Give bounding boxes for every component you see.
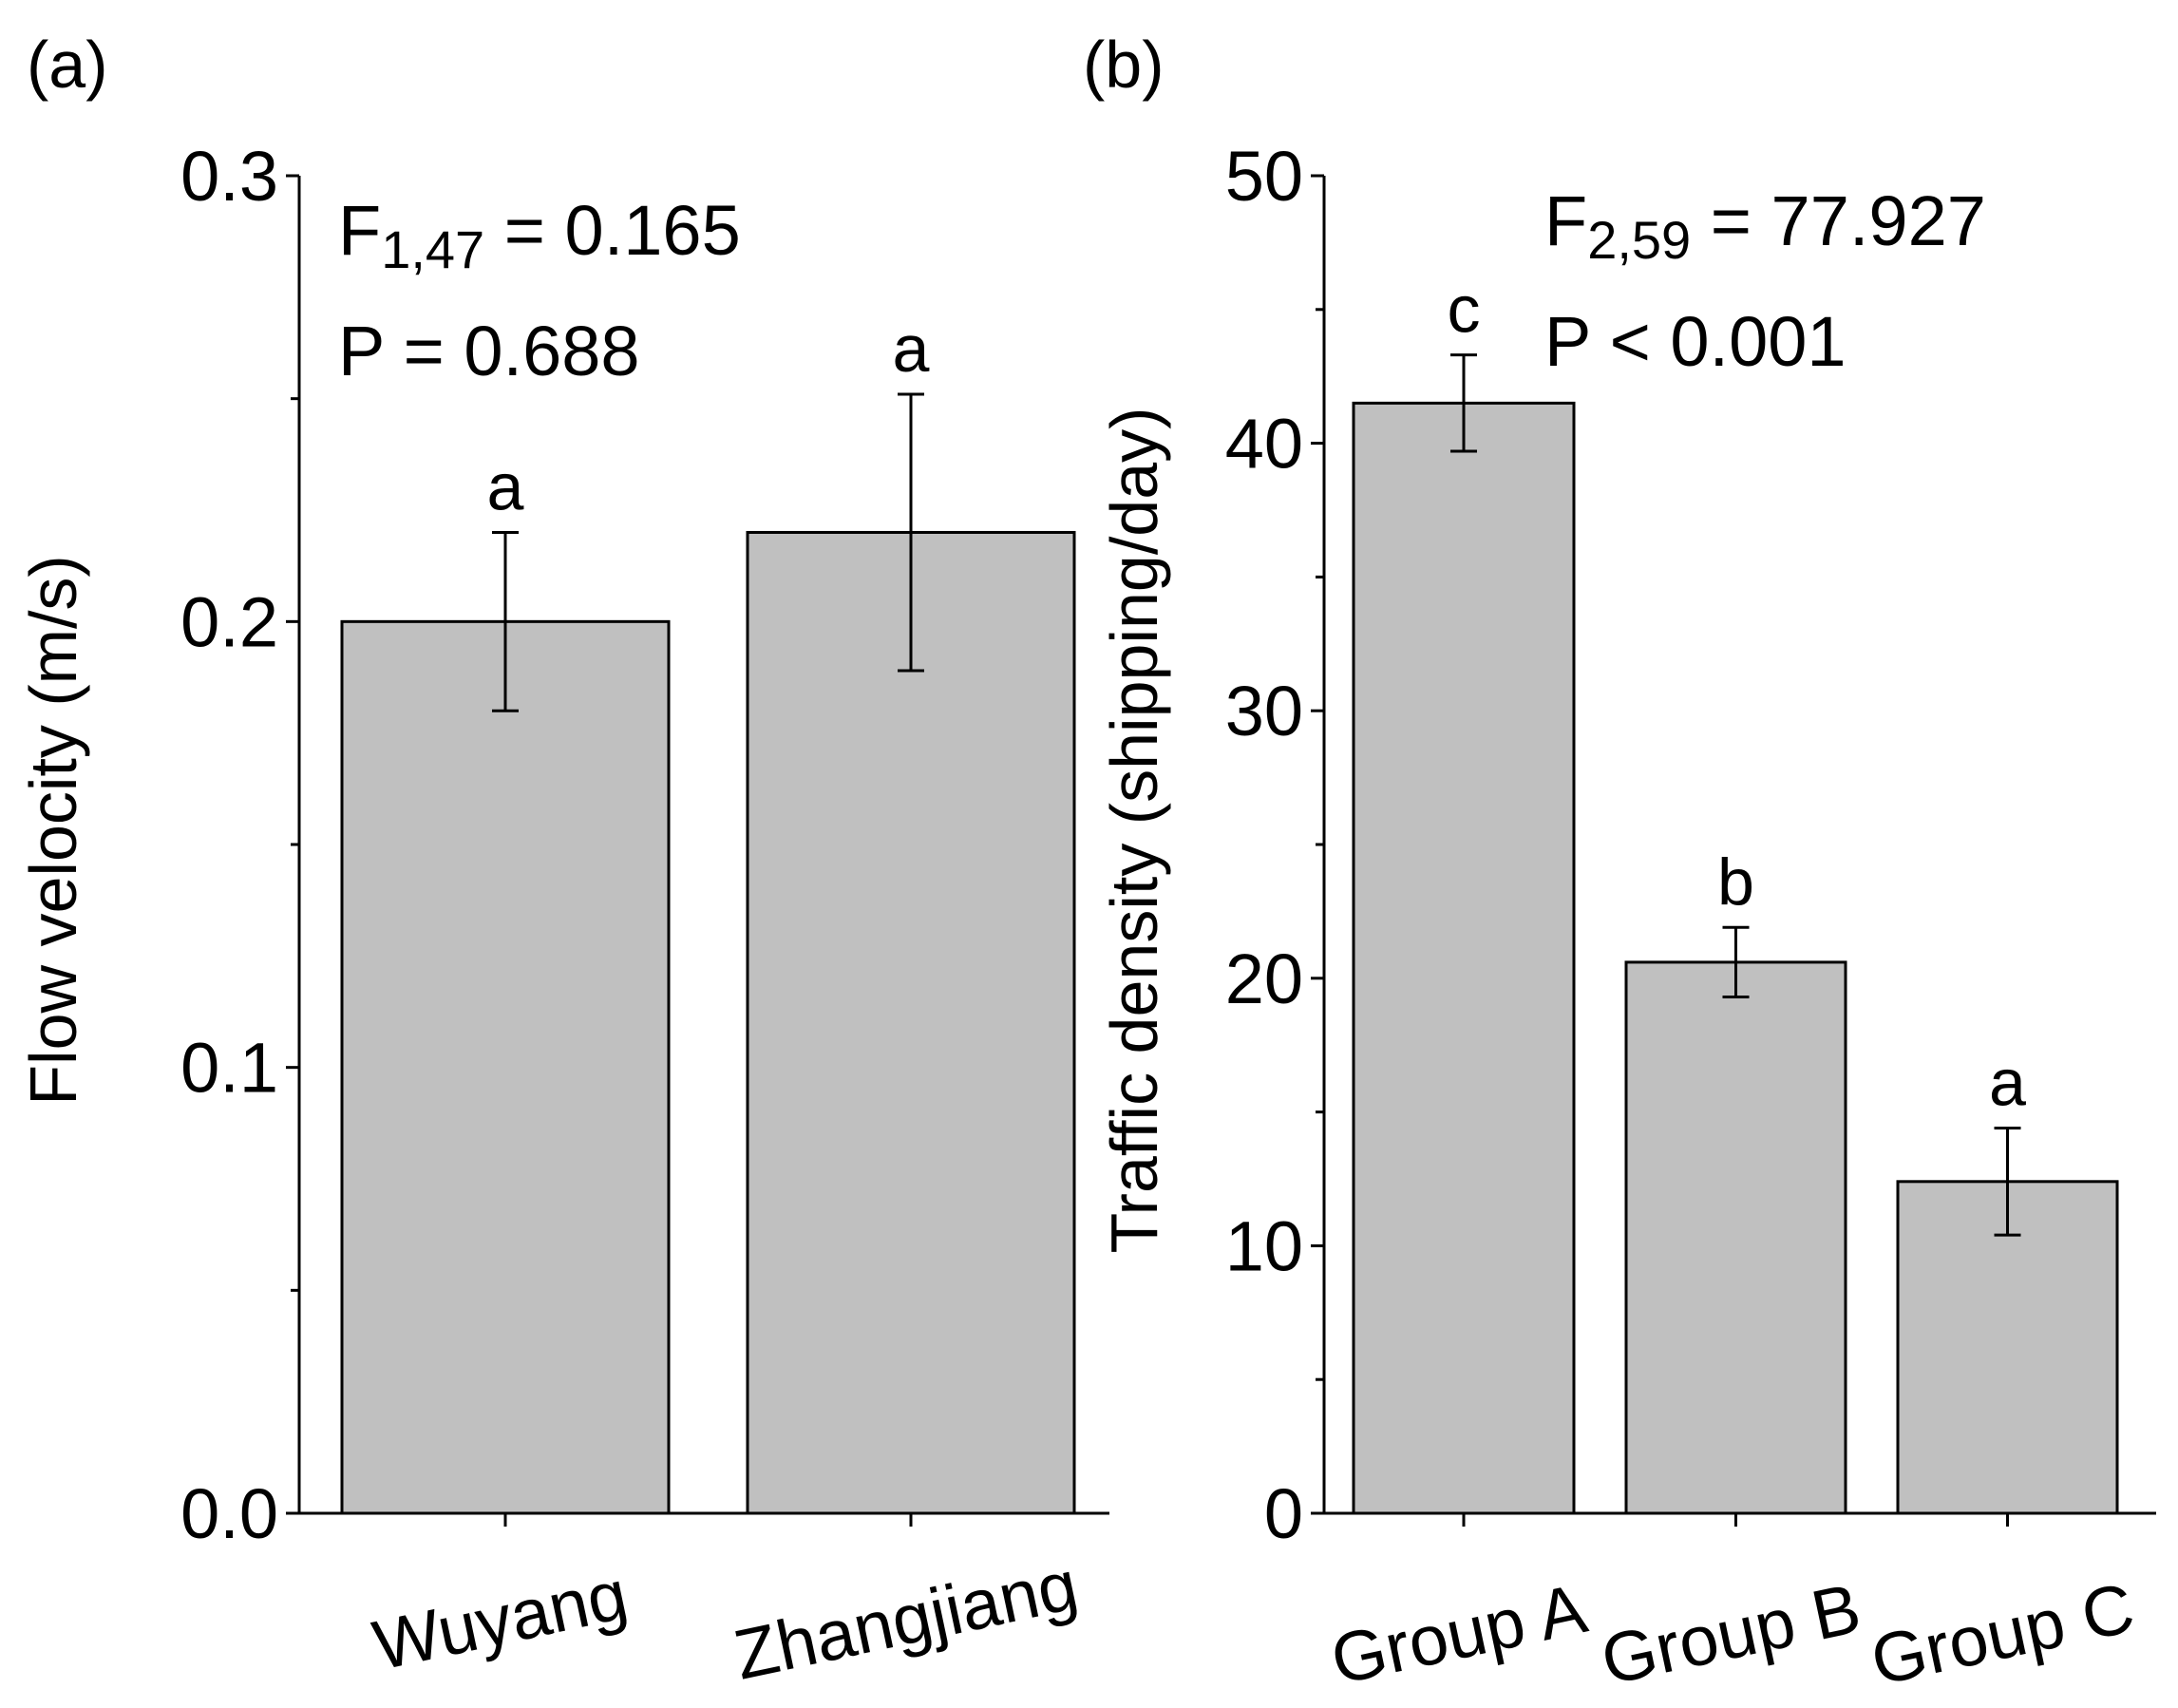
panel-a-significance-letter: a — [893, 312, 930, 386]
panel-a-p-value: P = 0.688 — [338, 312, 640, 390]
panel-b-bar-group-b — [1624, 960, 1847, 1515]
panel-a: (a) Flow velocity (m/s) F1,47 = 0.165 P … — [16, 28, 741, 1106]
panel-b-y-tick-label: 10 — [1225, 1206, 1303, 1285]
panel-b-f-label: F — [1544, 181, 1587, 260]
panel-a-f-label: F — [338, 191, 381, 270]
panel-b-significance-letter: a — [1989, 1045, 2026, 1119]
panel-a-f-df: 1,47 — [381, 219, 484, 279]
panel-b-y-tick-label: 20 — [1225, 939, 1303, 1018]
panel-b-plot: 0 10 20 30 40 50 c Group A b Group B a Group C — [1225, 137, 2156, 1700]
panel-a-bar-wuyang — [340, 619, 671, 1515]
panel-b-bar-group-a — [1352, 401, 1576, 1515]
panel-b-significance-letter: b — [1717, 845, 1754, 919]
panel-b-label: (b) — [1083, 28, 1165, 102]
panel-b-category-label: Group B — [1595, 1568, 1867, 1699]
panel-b-y-tick-label: 50 — [1225, 137, 1303, 216]
panel-a-significance-letter: a — [487, 449, 524, 523]
panel-b: (b) Traffic density (shipping/day) F2,59… — [1083, 28, 1986, 1253]
panel-b-f-df: 2,59 — [1587, 210, 1691, 270]
panel-a-bar-zhangjiang — [746, 530, 1076, 1515]
panel-b-y-tick-label: 0 — [1264, 1474, 1303, 1553]
panel-b-category-label: Group C — [1865, 1567, 2141, 1699]
panel-b-f-value: = 77.927 — [1691, 181, 1986, 260]
panel-a-y-tick-label: 0.1 — [180, 1029, 278, 1108]
panel-a-y-tick-label: 0.0 — [180, 1474, 278, 1553]
panel-b-y-tick-label: 40 — [1225, 405, 1303, 484]
panel-a-plot: 0.0 0.1 0.2 0.3 a Wuyang a Zhangjiang — [180, 137, 1109, 1695]
panel-b-y-tick-label: 30 — [1225, 672, 1303, 750]
panel-b-p-value: P < 0.001 — [1544, 302, 1847, 381]
panel-a-f-statistic: F1,47 = 0.165 — [338, 191, 741, 279]
panel-a-f-value: = 0.165 — [484, 191, 741, 270]
panel-b-y-axis-title: Traffic density (shipping/day) — [1097, 408, 1171, 1254]
panel-a-y-tick-label: 0.3 — [180, 137, 278, 216]
panel-b-significance-letter: c — [1448, 273, 1481, 347]
panel-b-f-statistic: F2,59 = 77.927 — [1544, 181, 1986, 270]
panel-b-category-label: Group A — [1324, 1568, 1593, 1699]
panel-a-y-axis-title: Flow velocity (m/s) — [16, 555, 90, 1105]
panel-a-category-label: Wuyang — [367, 1554, 634, 1684]
panel-a-y-tick-label: 0.2 — [180, 582, 278, 661]
panel-a-label: (a) — [27, 28, 108, 102]
panel-a-category-label: Zhangjiang — [728, 1545, 1084, 1694]
panel-b-bar-group-c — [1896, 1180, 2119, 1515]
